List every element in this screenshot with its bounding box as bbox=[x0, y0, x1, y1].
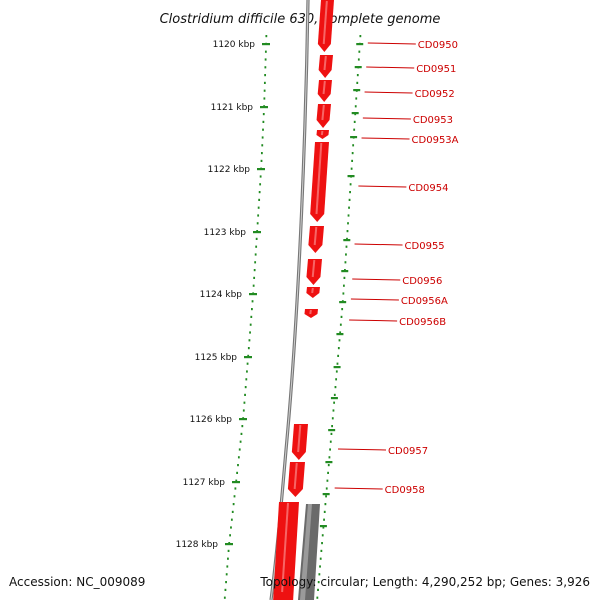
ruler-tick bbox=[249, 293, 257, 296]
gene-label: CD0952 bbox=[415, 89, 455, 100]
gene-leader-line bbox=[352, 278, 401, 281]
gene-leader-line bbox=[358, 185, 407, 188]
ruler-tick bbox=[232, 481, 240, 484]
gene-arrow bbox=[308, 226, 324, 253]
gene-leader-line bbox=[362, 117, 411, 120]
gene-leader-line bbox=[364, 91, 413, 94]
gene-label: CD0953 bbox=[413, 115, 453, 126]
gene-arrow bbox=[273, 502, 299, 600]
gene-label: CD0950 bbox=[418, 40, 458, 51]
gene-label: CD0956B bbox=[399, 317, 446, 328]
ruler-tick-label: 1120 kbp bbox=[213, 40, 256, 50]
gene-leader-line bbox=[334, 487, 383, 490]
ruler-tick bbox=[257, 168, 265, 171]
gene-label: CD0953A bbox=[412, 135, 459, 146]
ruler-tick bbox=[244, 356, 252, 359]
gene-leader-line bbox=[367, 42, 416, 45]
accession-label: Accession: NC_009089 bbox=[9, 575, 145, 589]
gene-arrow bbox=[306, 259, 322, 285]
gene-leader-line bbox=[361, 137, 410, 140]
gene-arrow bbox=[287, 462, 305, 497]
ruler-tick-label: 1128 kbp bbox=[176, 540, 219, 550]
ruler-tick-label: 1127 kbp bbox=[183, 478, 226, 488]
gene-label: CD0957 bbox=[388, 446, 428, 457]
ruler-ticks: 1120 kbp 1121 kbp 1122 kbp 1123 kbp 1124 kbp… bbox=[176, 40, 270, 550]
gene-leader-line bbox=[350, 298, 399, 301]
ruler-tick-label: 1121 kbp bbox=[211, 103, 254, 113]
ruler-tick-label: 1125 kbp bbox=[195, 353, 238, 363]
gene-arrow bbox=[317, 80, 332, 102]
gene-label: CD0955 bbox=[405, 241, 445, 252]
ruler-tick-label: 1123 kbp bbox=[204, 228, 247, 238]
ruler-tick bbox=[253, 231, 261, 234]
map-title: Clostridium difficile 630, complete geno… bbox=[160, 12, 441, 27]
gene-leader-line bbox=[349, 319, 398, 322]
ruler-tick bbox=[225, 543, 233, 546]
ruler-tick-label: 1124 kbp bbox=[200, 290, 243, 300]
gene-leader-line bbox=[354, 243, 403, 246]
ruler-tick bbox=[262, 43, 270, 46]
gene-label: CD0958 bbox=[385, 485, 425, 496]
gene-label: CD0954 bbox=[408, 183, 448, 194]
gene-label: CD0951 bbox=[416, 64, 456, 75]
gene-label: CD0956A bbox=[401, 296, 448, 307]
gene-features bbox=[273, 0, 334, 600]
gene-label: CD0956 bbox=[402, 276, 442, 287]
gene-leader-line bbox=[366, 66, 415, 69]
gene-labels: CD0950 CD0951 CD0952 CD0953 CD0953A CD0954 CD0… bbox=[334, 40, 459, 496]
ruler-tick bbox=[260, 106, 268, 109]
right-ruler-dots bbox=[316, 35, 364, 599]
ruler-tick-label: 1126 kbp bbox=[190, 415, 233, 425]
genome-summary: Topology: circular; Length: 4,290,252 bp… bbox=[259, 575, 590, 589]
gene-leader-line bbox=[338, 448, 387, 451]
ruler-tick bbox=[239, 418, 247, 421]
ruler-tick-label: 1122 kbp bbox=[208, 165, 251, 175]
